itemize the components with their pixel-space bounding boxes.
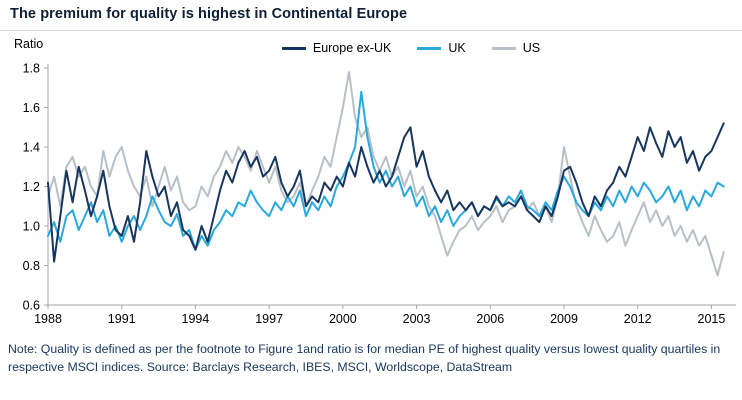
chart-legend: Europe ex-UK UK US (80, 41, 742, 55)
x-tick-label: 2003 (403, 312, 431, 326)
x-tick-label: 2000 (329, 312, 357, 326)
y-tick-label: 1.0 (23, 220, 40, 234)
x-tick-label: 1988 (34, 312, 62, 326)
y-axis-title: Ratio (14, 37, 44, 51)
x-tick-label: 1997 (255, 312, 283, 326)
source-note: Note: Quality is defined as per the foot… (8, 342, 721, 375)
x-tick-label: 1991 (108, 312, 136, 326)
series-line-uk (47, 90, 725, 251)
x-tick-label: 2012 (624, 312, 652, 326)
legend-item-uk: UK (417, 41, 466, 55)
y-tick-label: 1.4 (23, 141, 40, 155)
x-tick-label: 2009 (550, 312, 578, 326)
europe-ex-uk-line-swatch-icon (281, 46, 306, 50)
us-line-swatch-icon (491, 46, 516, 50)
uk-line-swatch-icon (417, 46, 442, 50)
page-title: The premium for quality is highest in Co… (10, 6, 408, 22)
x-tick-label: 1994 (182, 312, 210, 326)
series-line-us (47, 71, 725, 277)
y-tick-label: 1.8 (23, 62, 40, 76)
y-tick-label: 0.6 (23, 299, 40, 313)
x-tick-label: 2006 (476, 312, 504, 326)
legend-label-europe-ex-uk: Europe ex-UK (312, 41, 392, 55)
x-tick-label: 2015 (698, 312, 726, 326)
legend-label-us: US (522, 41, 541, 55)
y-tick-label: 1.6 (23, 101, 40, 115)
y-tick-label: 0.8 (23, 259, 40, 273)
line-chart-plot-area: 0.6 0.8 1.0 1.2 1.4 1.6 1.8 1988 1991 1994 1997 200… (23, 62, 736, 326)
title-divider (0, 30, 742, 31)
legend-label-uk: UK (448, 41, 466, 55)
legend-item-us: US (491, 41, 541, 55)
legend-item-europe-ex-uk: Europe ex-UK (281, 41, 392, 55)
series-line-europe-ex-uk (47, 122, 725, 263)
y-tick-label: 1.2 (23, 180, 40, 194)
